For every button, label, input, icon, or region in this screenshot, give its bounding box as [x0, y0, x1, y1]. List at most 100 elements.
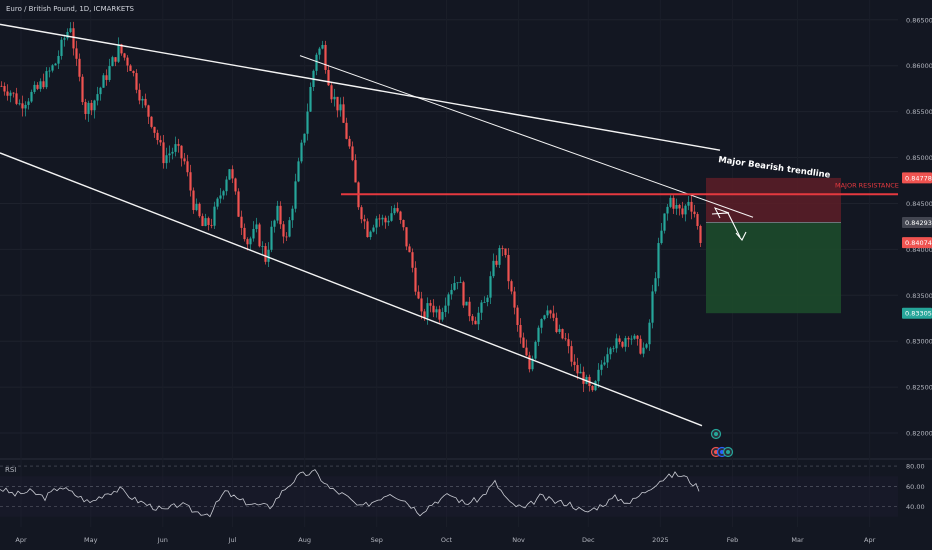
- candle-body: [609, 348, 612, 355]
- price-tick-label: 0.83500: [906, 292, 932, 300]
- trendline: [299, 55, 754, 218]
- rsi-level-label: 40.00: [906, 503, 925, 511]
- projection-arrow-tail: [713, 207, 730, 219]
- time-tick-label: Mar: [791, 536, 804, 544]
- candle-body: [36, 84, 39, 89]
- candle-body: [612, 348, 615, 350]
- rsi-line: [0, 469, 700, 518]
- candle-body: [495, 260, 498, 265]
- candle-body: [51, 65, 54, 71]
- candle-body: [57, 55, 60, 64]
- candle-body: [570, 346, 573, 362]
- candle-body: [447, 294, 450, 306]
- candle-body: [174, 144, 177, 152]
- candle-body: [333, 96, 336, 100]
- candle-body: [666, 206, 669, 214]
- time-tick-label: Apr: [15, 536, 27, 544]
- candle-body: [513, 291, 516, 308]
- candle-body: [663, 213, 666, 231]
- candle-body: [108, 66, 111, 80]
- candle-body: [75, 48, 78, 59]
- candle-body: [318, 48, 321, 55]
- candle-body: [12, 92, 15, 94]
- candle-body: [369, 231, 372, 238]
- price-tick-label: 0.86000: [906, 62, 932, 70]
- candle-body: [507, 255, 510, 282]
- rsi-label: RSI: [5, 466, 17, 474]
- price-tick-label: 0.83000: [906, 338, 932, 346]
- trendline: [0, 152, 703, 427]
- candle-body: [192, 190, 195, 211]
- candle-body: [39, 81, 42, 89]
- candle-body: [360, 207, 363, 220]
- candle-body: [249, 238, 252, 245]
- candle-body: [579, 371, 582, 374]
- projection-arrowhead: [735, 231, 747, 241]
- candle-body: [84, 102, 87, 114]
- candle-body: [60, 39, 63, 56]
- candle-body: [414, 267, 417, 292]
- candle-body: [336, 96, 339, 111]
- stop-price-label: 0.84778: [905, 174, 932, 182]
- candle-body: [558, 329, 561, 333]
- candle-body: [135, 73, 138, 90]
- candle-body: [195, 203, 198, 211]
- stop-price-label-bg: [902, 172, 932, 184]
- candle-body: [606, 354, 609, 363]
- candle-body: [159, 140, 162, 143]
- candle-body: [375, 218, 378, 228]
- candle-body: [543, 315, 546, 320]
- candle-body: [324, 44, 327, 70]
- event-markers: [710, 428, 734, 458]
- candle-body: [534, 341, 537, 359]
- candle-body: [693, 211, 696, 215]
- candle-body: [168, 153, 171, 156]
- candle-body: [273, 220, 276, 227]
- time-tick-label: Sep: [371, 536, 383, 544]
- candle-body: [219, 195, 222, 199]
- candle-body: [486, 297, 489, 303]
- candle-body: [636, 335, 639, 339]
- candle-body: [435, 309, 438, 313]
- candle-body: [441, 312, 444, 320]
- candle-body: [222, 191, 225, 196]
- rsi-band: [0, 476, 898, 517]
- candle-body: [675, 204, 678, 209]
- candle-body: [381, 217, 384, 220]
- candle-body: [288, 220, 291, 237]
- candle-body: [411, 252, 414, 268]
- price-tick-label: 0.84000: [906, 246, 932, 254]
- candle-body: [117, 44, 120, 62]
- candle-body: [573, 361, 576, 366]
- resistance-annotation: MAJOR RESISTANCE: [835, 181, 899, 189]
- candle-body: [699, 225, 702, 243]
- candle-body: [330, 85, 333, 100]
- candle-body: [126, 57, 129, 66]
- candle-body: [327, 69, 330, 86]
- time-tick-label: 2025: [652, 536, 669, 544]
- candle-body: [642, 347, 645, 354]
- candle-body: [270, 226, 273, 250]
- candle-body: [240, 216, 243, 228]
- candle-body: [498, 248, 501, 265]
- candle-body: [525, 347, 528, 356]
- rsi-panel: 80.00 60.00 40.00: [0, 463, 925, 518]
- event-marker-dot: [726, 450, 730, 454]
- candle-body: [204, 218, 207, 227]
- time-axis: Apr May Jun Jul Aug Sep Oct Nov Dec 2025 Feb Mar Apr: [15, 536, 875, 544]
- price-tick-label: 0.85000: [906, 154, 932, 162]
- candle-body: [267, 249, 270, 262]
- candle-body: [576, 365, 579, 374]
- candle-body: [555, 317, 558, 333]
- candle-body: [120, 44, 123, 54]
- candle-body: [138, 89, 141, 101]
- candle-body: [672, 197, 675, 209]
- candle-body: [387, 220, 390, 223]
- candle-body: [393, 208, 396, 214]
- candle-body: [207, 218, 210, 225]
- rsi-level-label: 80.00: [906, 463, 925, 471]
- candle-body: [459, 282, 462, 284]
- candle-body: [183, 158, 186, 162]
- candle-body: [24, 104, 27, 109]
